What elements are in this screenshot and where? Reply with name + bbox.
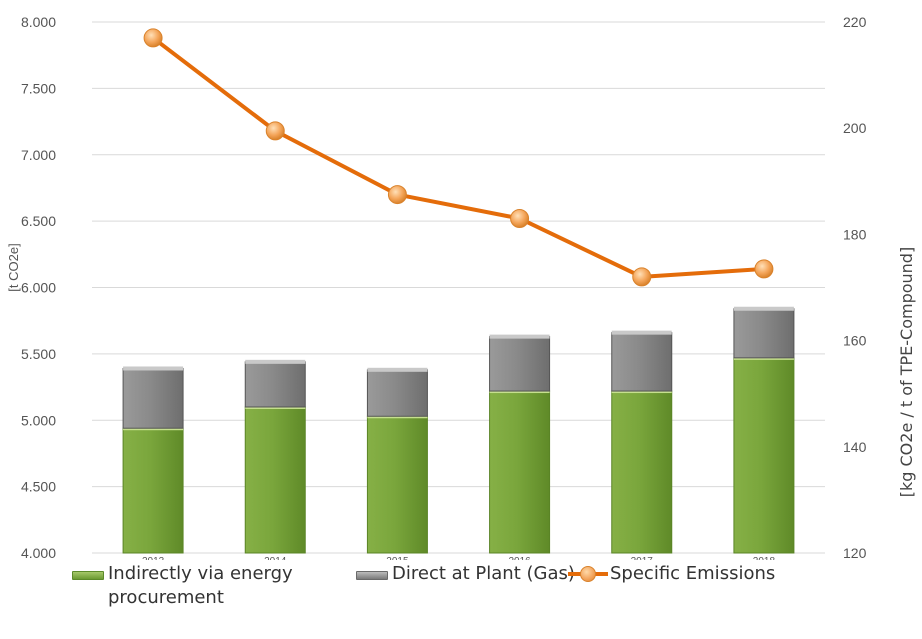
right-tick-label: 120 xyxy=(843,545,867,560)
right-axis-ticks: 120 140 160 180 200 220 xyxy=(843,14,867,560)
bar-direct-cap xyxy=(367,367,428,372)
right-tick-label: 140 xyxy=(843,439,867,455)
right-tick-label: 180 xyxy=(843,226,867,242)
left-tick-label: 5.000 xyxy=(21,412,56,428)
x-tick-label: 2017 xyxy=(631,556,654,560)
legend: Indirectly via energy procurement Direct… xyxy=(0,560,922,639)
legend-label-specific: Specific Emissions xyxy=(610,563,776,584)
bar-direct xyxy=(489,336,551,392)
specific-emissions-line xyxy=(151,36,765,279)
bar-direct-cap xyxy=(611,330,672,335)
bar-direct xyxy=(122,367,184,429)
left-tick-label: 4.500 xyxy=(21,479,56,495)
right-axis-title: [kg CO2e / t of TPE-Compound] xyxy=(897,247,916,497)
bar-indirect xyxy=(489,390,551,554)
bar-series xyxy=(122,306,795,554)
x-tick-label: 2016 xyxy=(508,556,531,560)
left-axis-ticks: 4.000 4.500 5.000 5.500 6.000 6.500 7.000 7.500… xyxy=(21,14,56,560)
bar-direct-cap xyxy=(733,306,794,311)
bar-indirect xyxy=(366,415,428,554)
bar-indirect xyxy=(611,390,673,554)
legend-item-specific: Specific Emissions xyxy=(568,562,775,586)
x-tick-label: 2015 xyxy=(386,556,409,560)
right-tick-label: 220 xyxy=(843,14,867,30)
line-series xyxy=(143,28,774,287)
bar-direct-cap xyxy=(123,366,184,371)
specific-emissions-point xyxy=(632,267,652,287)
left-axis-title: [t CO2e] xyxy=(6,243,21,291)
specific-emissions-point xyxy=(265,121,285,141)
bar-indirect xyxy=(244,406,306,554)
left-tick-label: 8.000 xyxy=(21,14,56,30)
legend-label-direct: Direct at Plant (Gas) xyxy=(392,563,575,584)
right-tick-label: 200 xyxy=(843,120,867,136)
legend-item-indirect: Indirectly via energy procurement xyxy=(72,562,332,610)
bar-indirect xyxy=(733,357,795,554)
left-tick-label: 4.000 xyxy=(21,545,56,560)
green-bar-swatch-icon xyxy=(72,571,104,580)
right-tick-label: 160 xyxy=(843,333,867,349)
left-tick-label: 7.500 xyxy=(21,80,56,96)
bar-direct-cap xyxy=(489,334,550,339)
specific-emissions-point xyxy=(754,259,774,279)
specific-emissions-point xyxy=(387,185,407,205)
left-tick-label: 5.500 xyxy=(21,346,56,362)
bar-indirect xyxy=(122,427,184,554)
legend-item-direct: Direct at Plant (Gas) xyxy=(356,562,575,586)
bar-direct xyxy=(366,369,428,417)
specific-emissions-point xyxy=(143,28,163,48)
bar-direct xyxy=(244,361,306,408)
bar-direct xyxy=(611,332,673,392)
legend-label-indirect: Indirectly via energy procurement xyxy=(108,563,293,608)
specific-emissions-point xyxy=(510,208,530,228)
left-tick-label: 7.000 xyxy=(21,147,56,163)
left-tick-label: 6.000 xyxy=(21,280,56,296)
gray-bar-swatch-icon xyxy=(356,571,388,580)
left-tick-label: 6.500 xyxy=(21,213,56,229)
x-tick-label: 2018 xyxy=(753,556,776,560)
bar-direct-cap xyxy=(245,359,306,364)
x-tick-label: 2013 xyxy=(142,556,165,560)
gridlines xyxy=(92,21,825,554)
orange-line-marker-icon xyxy=(568,562,608,586)
bar-direct xyxy=(733,308,795,359)
emissions-chart: 4.000 4.500 5.000 5.500 6.000 6.500 7.000 7.500… xyxy=(6,14,916,560)
